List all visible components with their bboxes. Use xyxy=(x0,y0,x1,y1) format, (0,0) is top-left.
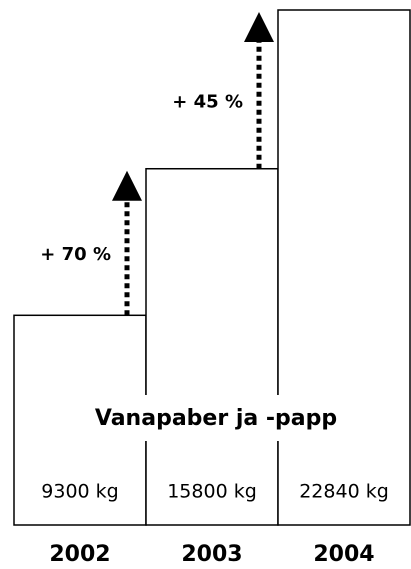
arrow-head xyxy=(244,12,274,42)
arrow-head xyxy=(112,170,142,201)
x-tick-label: 2004 xyxy=(313,542,374,565)
x-tick-label: 2002 xyxy=(49,542,110,565)
bar xyxy=(145,167,279,526)
x-tick-label: 2003 xyxy=(181,542,242,565)
chart-title: Vanapaber ja -papp xyxy=(95,406,337,431)
annotation: + 45 % xyxy=(172,91,243,112)
value-label: 9300 kg xyxy=(41,481,118,503)
bar xyxy=(277,9,411,526)
value-label: 22840 kg xyxy=(299,481,389,503)
value-label: 15800 kg xyxy=(167,481,257,503)
annotation: + 70 % xyxy=(40,244,111,265)
title-backdrop xyxy=(60,395,370,441)
